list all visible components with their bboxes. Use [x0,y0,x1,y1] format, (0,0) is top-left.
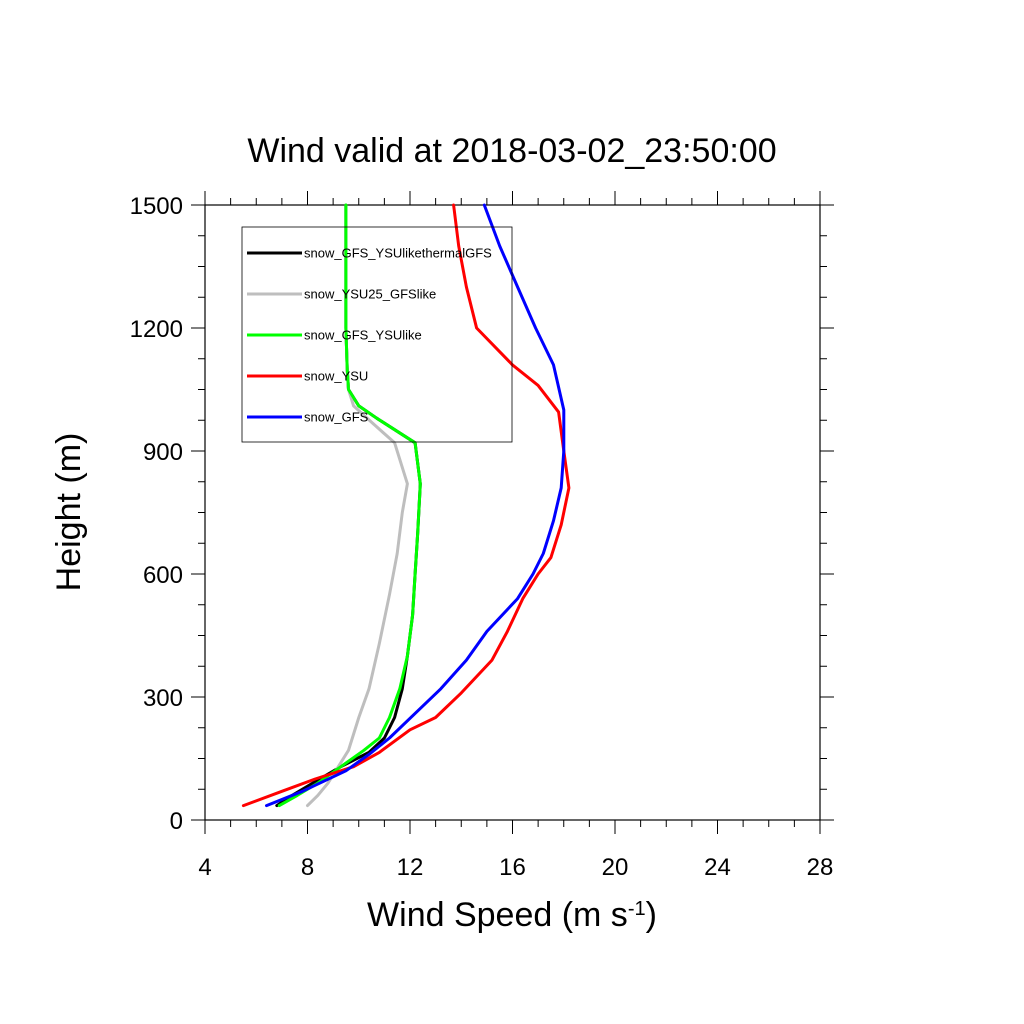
series-lines [241,203,571,808]
legend-label: snow_GFS [304,410,369,425]
legend-box [241,226,513,443]
y-tick-label: 0 [170,808,183,835]
legend-entries: snow_GFS_YSUlikethermalGFS snow_YSU25_GFS… [247,246,492,425]
x-axis-label: Wind Speed (m s-1) [367,896,657,934]
legend-label: snow_YSU [304,369,368,384]
chart-title: Wind valid at 2018-03-02_23:50:00 [247,132,776,170]
legend-label: snow_YSU25_GFSlike [304,287,436,302]
major-ticks [191,191,834,834]
y-axis-label: Height (m) [50,433,88,592]
x-tick-label: 28 [807,854,834,881]
x-tick-label: 24 [704,854,731,881]
plot-frame [204,204,821,821]
y-tick-label: 900 [143,439,183,466]
legend-label: snow_GFS_YSUlikethermalGFS [304,246,492,261]
x-tick-label: 8 [301,854,314,881]
series-line [265,203,566,808]
x-axis-label-superscript: -1 [628,898,646,920]
x-tick-label: 16 [499,854,526,881]
x-tick-label: 20 [602,854,629,881]
x-tick-labels: 4 8 12 16 20 24 28 [198,854,833,881]
x-tick-label: 12 [397,854,424,881]
y-tick-label: 300 [143,685,183,712]
x-tick-label: 4 [198,854,211,881]
x-axis-label-text: Wind Speed (m s [367,896,628,934]
y-tick-label: 600 [143,562,183,589]
y-tick-labels: 0 300 600 900 1200 1500 [130,193,183,835]
x-axis-label-end: ) [646,896,657,934]
legend-label: snow_GFS_YSUlike [304,328,422,343]
legend: snow_GFS_YSUlikethermalGFS snow_YSU25_GFS… [241,226,513,443]
y-tick-label: 1500 [130,193,183,220]
minor-ticks [198,198,827,827]
y-tick-label: 1200 [130,316,183,343]
plot-border [204,204,821,821]
series-line [277,203,422,808]
series-line [241,203,571,808]
